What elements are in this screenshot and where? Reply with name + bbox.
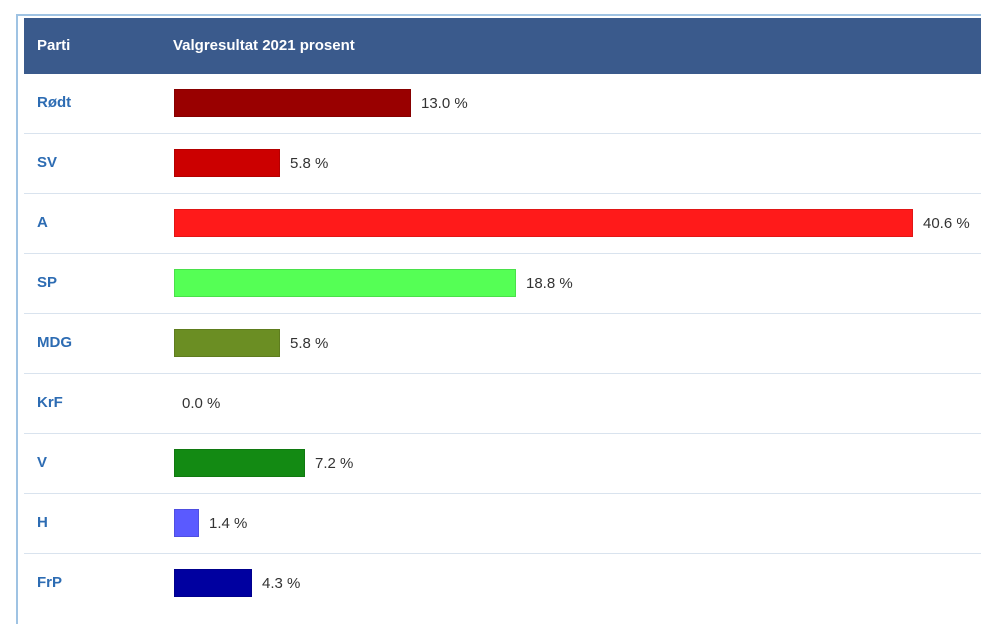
data-label: 1.4 % [209, 515, 248, 532]
table-row: V 7.2 % [24, 434, 981, 494]
table-row: SP 18.8 % [24, 254, 981, 314]
header-party: Parti [37, 37, 71, 54]
data-label: 40.6 % [923, 215, 970, 232]
party-label[interactable]: SV [37, 154, 58, 171]
table-row: SV 5.8 % [24, 134, 981, 194]
data-label: 18.8 % [526, 275, 573, 292]
bar [174, 269, 516, 297]
bar [174, 149, 280, 177]
party-label[interactable]: A [37, 214, 48, 231]
table-row: FrP 4.3 % [24, 554, 981, 614]
party-label[interactable]: FrP [37, 574, 63, 591]
bar [174, 329, 280, 357]
party-label[interactable]: H [37, 514, 48, 531]
table-row: MDG 5.8 % [24, 314, 981, 374]
bar [174, 209, 913, 237]
data-label: 5.8 % [290, 335, 329, 352]
bar [174, 449, 305, 477]
data-label: 5.8 % [290, 155, 329, 172]
chart-rows: Rødt 13.0 % SV 5.8 % A 40.6 % SP 18.8 % MDG 5.8 %… [24, 74, 981, 614]
party-label[interactable]: KrF [37, 394, 63, 411]
data-label: 13.0 % [421, 95, 468, 112]
table-row: Rødt 13.0 % [24, 74, 981, 134]
table-header: Parti Valgresultat 2021 prosent [24, 18, 981, 74]
table-row: KrF 0.0 % [24, 374, 981, 434]
party-label[interactable]: MDG [37, 334, 72, 351]
party-label[interactable]: Rødt [37, 94, 72, 111]
data-label: 4.3 % [262, 575, 301, 592]
table-row: A 40.6 % [24, 194, 981, 254]
data-label: 7.2 % [315, 455, 354, 472]
bar [174, 569, 252, 597]
data-label: 0.0 % [182, 395, 221, 412]
bar [174, 509, 199, 537]
header-result: Valgresultat 2021 prosent [173, 37, 355, 54]
party-label[interactable]: SP [37, 274, 58, 291]
table-row: H 1.4 % [24, 494, 981, 554]
bar [174, 89, 411, 117]
party-label[interactable]: V [37, 454, 48, 471]
